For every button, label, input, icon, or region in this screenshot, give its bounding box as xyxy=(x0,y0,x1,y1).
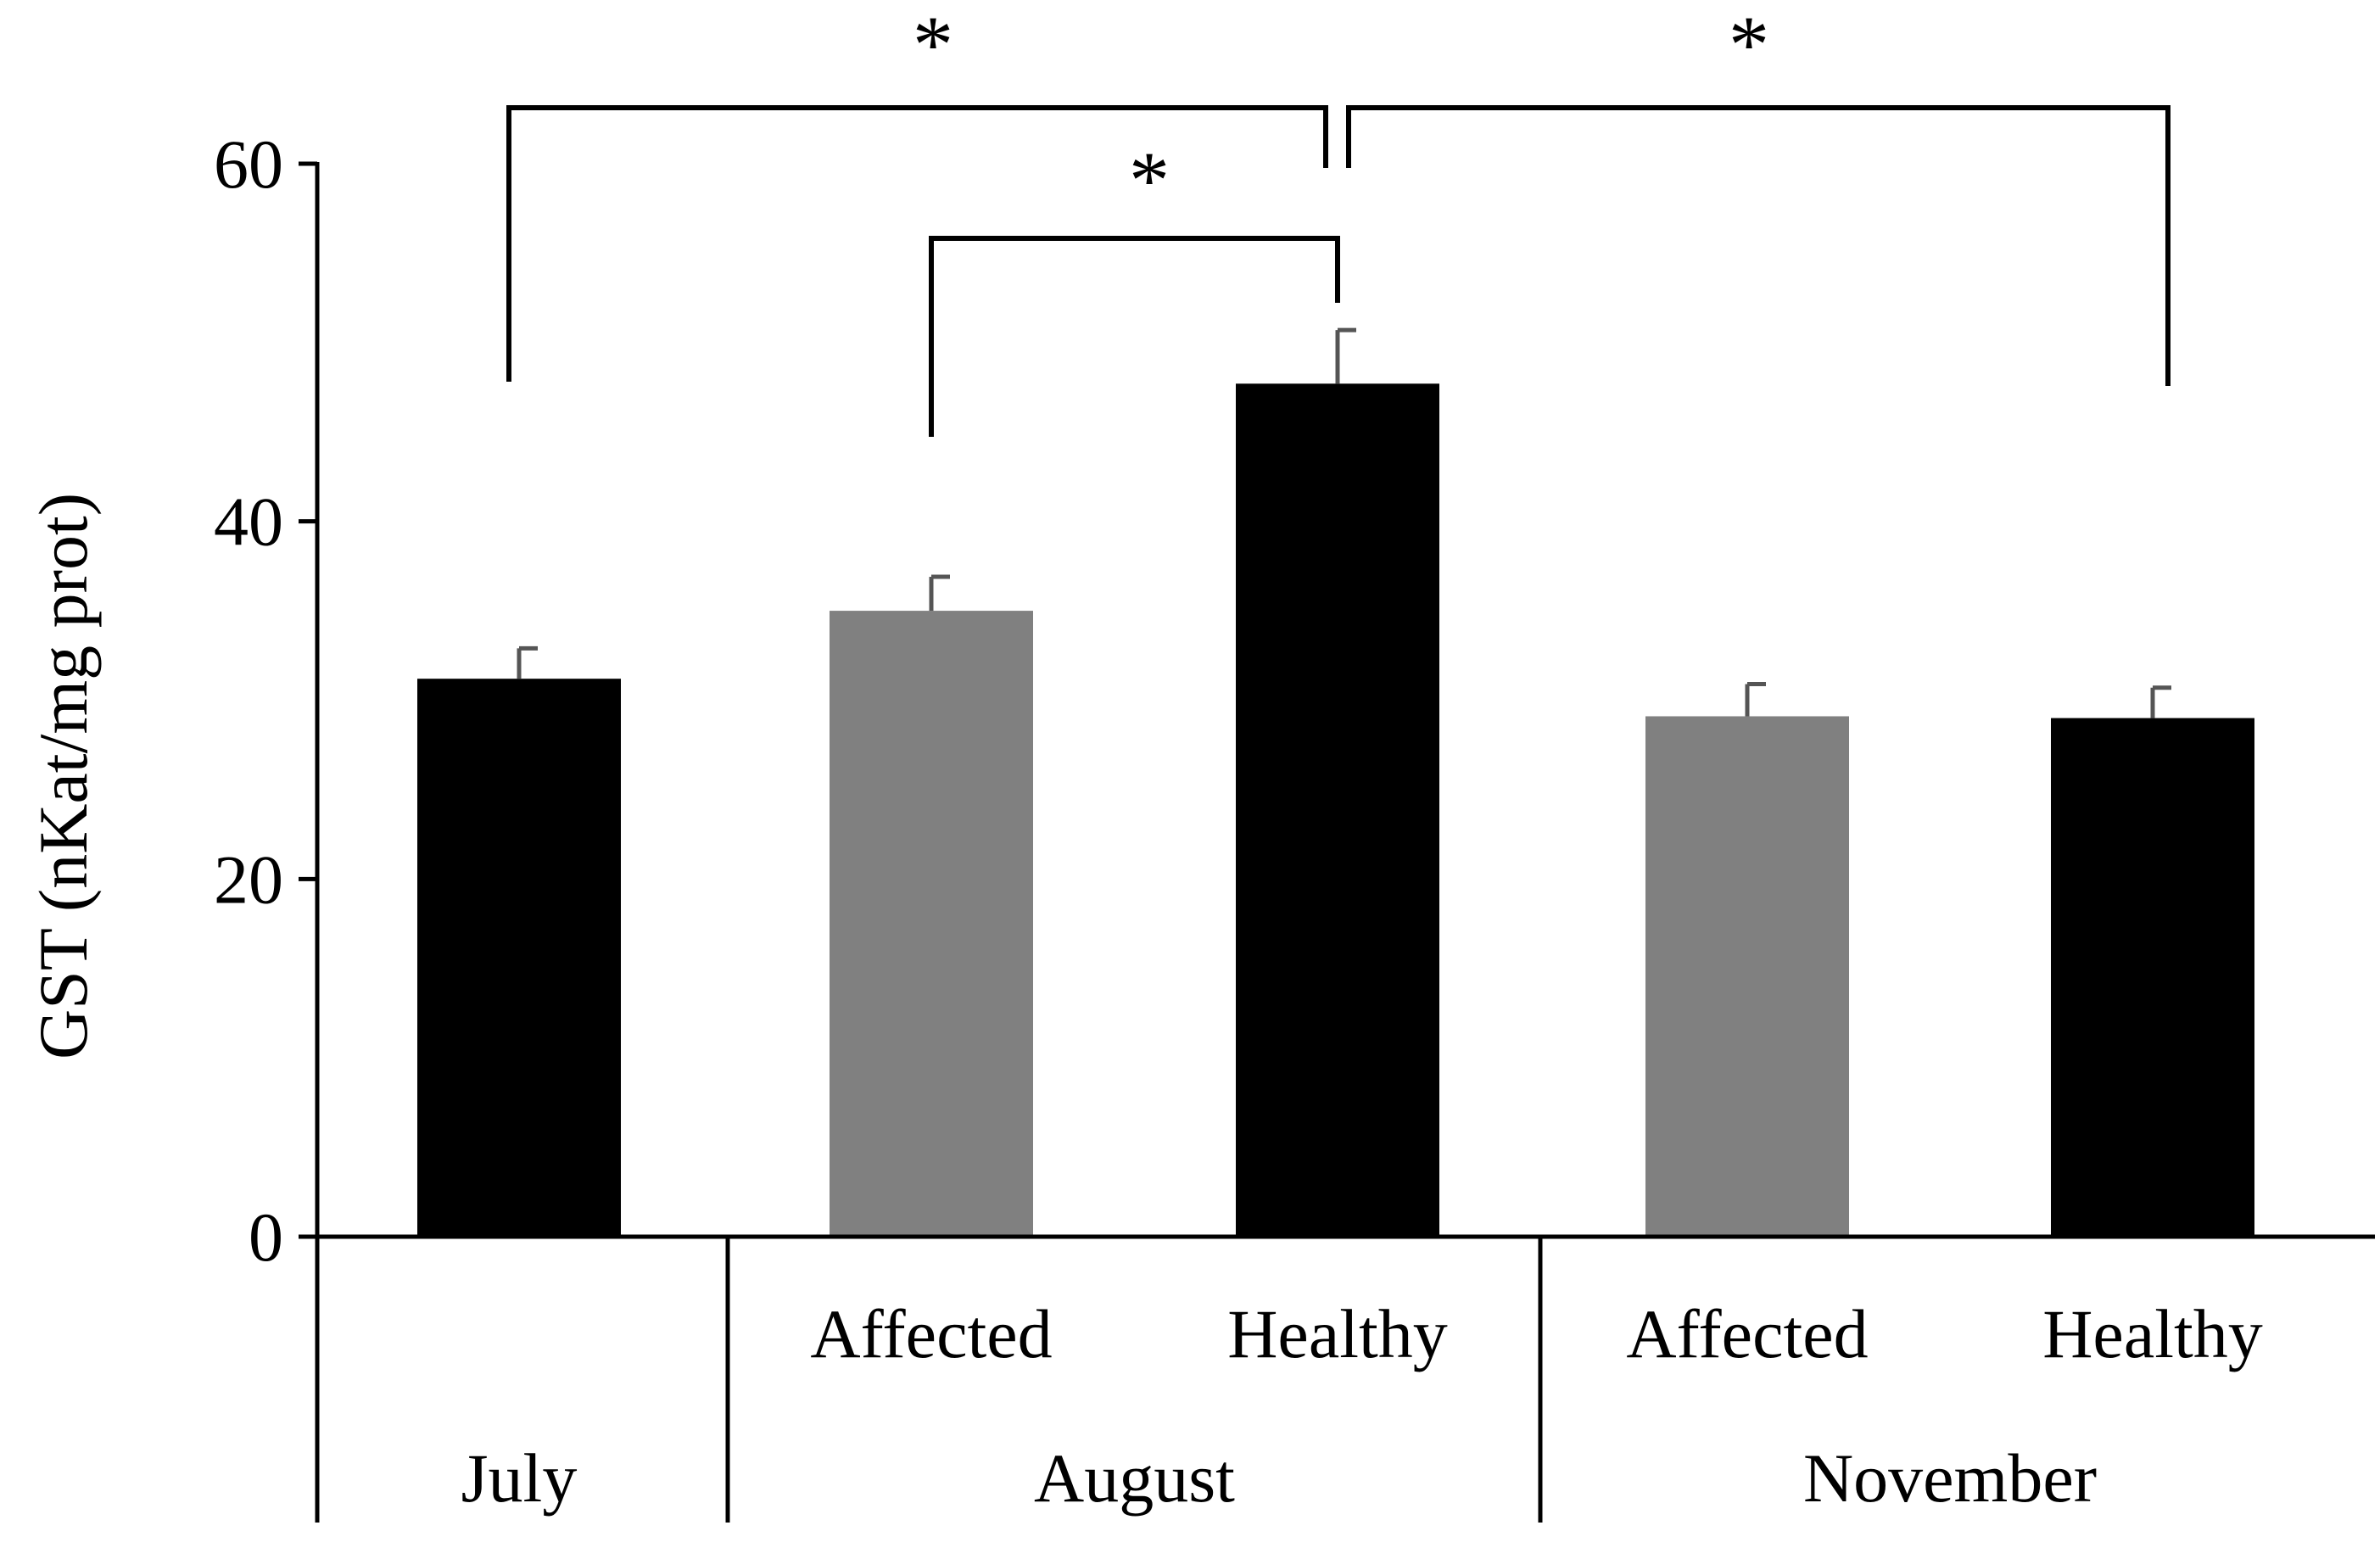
bar xyxy=(2051,718,2254,1237)
labels-layer: 0 20 40 60 Affected Healthy Affected Healthy Jul… xyxy=(214,126,2263,1517)
category-label: Healthy xyxy=(2042,1295,2263,1372)
y-tick-label: 60 xyxy=(214,126,283,203)
bar xyxy=(830,611,1033,1237)
bars-layer xyxy=(417,327,2254,1237)
significance-bracket xyxy=(929,236,1340,437)
y-tick-label: 40 xyxy=(214,483,283,561)
bar xyxy=(1236,383,1439,1237)
y-tick-label: 20 xyxy=(214,841,283,918)
significance-marker: * xyxy=(913,0,953,90)
bar xyxy=(1645,716,1849,1237)
category-label: Affected xyxy=(1626,1295,1868,1372)
y-axis-title: GST (nKat/mg prot) xyxy=(25,493,102,1059)
group-label: November xyxy=(1803,1439,2097,1517)
significance-marker: * xyxy=(1129,135,1170,226)
significance-layer: * * * xyxy=(506,0,2170,437)
group-label: July xyxy=(461,1439,578,1517)
category-label: Healthy xyxy=(1227,1295,1448,1372)
bar xyxy=(417,679,621,1237)
significance-marker: * xyxy=(1729,0,1769,90)
significance-bracket xyxy=(506,105,1328,382)
significance-bracket xyxy=(1346,105,2170,386)
y-tick-label: 0 xyxy=(249,1199,283,1276)
category-label: Affected xyxy=(810,1295,1052,1372)
axes-layer xyxy=(299,161,2375,1523)
group-label: August xyxy=(1034,1439,1235,1517)
